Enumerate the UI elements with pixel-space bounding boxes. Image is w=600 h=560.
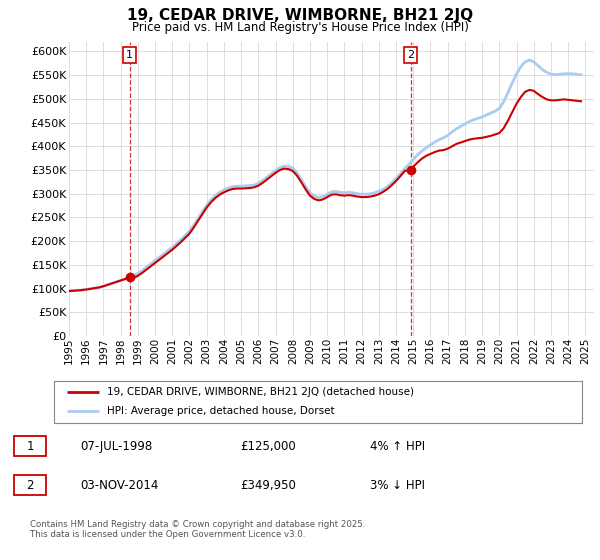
Text: HPI: Average price, detached house, Dorset: HPI: Average price, detached house, Dors… — [107, 407, 334, 417]
Text: 2: 2 — [407, 50, 414, 60]
Text: Price paid vs. HM Land Registry's House Price Index (HPI): Price paid vs. HM Land Registry's House … — [131, 21, 469, 34]
Text: £349,950: £349,950 — [240, 479, 296, 492]
Text: 03-NOV-2014: 03-NOV-2014 — [80, 479, 158, 492]
Bar — [14, 436, 46, 456]
Text: 1: 1 — [26, 440, 34, 453]
Text: 1: 1 — [126, 50, 133, 60]
Text: £125,000: £125,000 — [240, 440, 296, 453]
Text: 3% ↓ HPI: 3% ↓ HPI — [370, 479, 425, 492]
Bar — [14, 475, 46, 495]
Text: 07-JUL-1998: 07-JUL-1998 — [80, 440, 152, 453]
Text: 2: 2 — [26, 479, 34, 492]
Text: 19, CEDAR DRIVE, WIMBORNE, BH21 2JQ (detached house): 19, CEDAR DRIVE, WIMBORNE, BH21 2JQ (det… — [107, 387, 414, 397]
Text: 2: 2 — [26, 479, 34, 492]
Text: Contains HM Land Registry data © Crown copyright and database right 2025.
This d: Contains HM Land Registry data © Crown c… — [30, 520, 365, 539]
Text: 4% ↑ HPI: 4% ↑ HPI — [370, 440, 425, 453]
Text: 19, CEDAR DRIVE, WIMBORNE, BH21 2JQ: 19, CEDAR DRIVE, WIMBORNE, BH21 2JQ — [127, 8, 473, 24]
Text: 1: 1 — [26, 440, 34, 453]
